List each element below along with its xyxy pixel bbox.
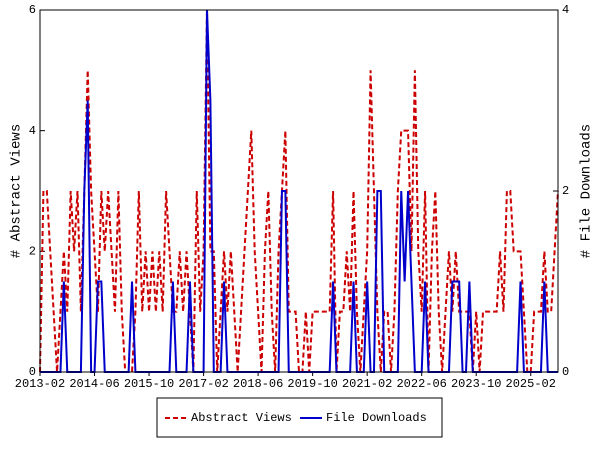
y2-tick-label: 4 (562, 3, 569, 17)
x-tick-label: 2015-10 (124, 377, 174, 391)
legend-label: File Downloads (326, 411, 427, 425)
x-tick-label: 2021-02 (342, 377, 392, 391)
x-tick-label: 2019-10 (287, 377, 337, 391)
x-tick-label: 2017-02 (178, 377, 228, 391)
y-tick-label: 4 (29, 124, 36, 138)
x-tick-label: 2025-02 (506, 377, 556, 391)
legend-box (156, 397, 443, 438)
x-tick-label: 2023-10 (451, 377, 501, 391)
x-tick-label: 2022-06 (396, 377, 446, 391)
y-tick-label: 0 (29, 365, 36, 379)
legend-label: Abstract Views (191, 411, 292, 425)
x-tick-label: 2013-02 (15, 377, 65, 391)
x-tick-label: 2018-06 (233, 377, 283, 391)
plot-border (39, 9, 559, 373)
x-tick-label: 2014-06 (69, 377, 119, 391)
y2-tick-label: 2 (562, 184, 569, 198)
y2-axis-title: # File Downloads (579, 124, 595, 258)
y2-tick-label: 0 (562, 365, 569, 379)
y-tick-label: 2 (29, 245, 36, 259)
y-axis-title: # Abstract Views (9, 124, 25, 258)
y-tick-label: 6 (29, 3, 36, 17)
